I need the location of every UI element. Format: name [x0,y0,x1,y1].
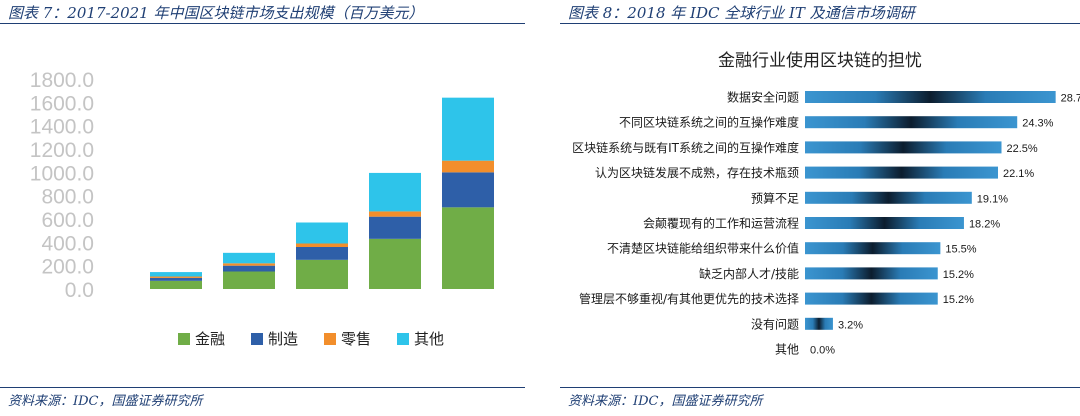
horizontal-bar-chart: 数据安全问题 28.7% 不同区块链系统之间的互操作难度 24.3% 区块链系统与既有I… [572,90,1080,357]
bar-segment [442,172,494,208]
value-label: 22.5% [1007,143,1038,155]
bottom-rule [560,387,1080,388]
y-tick-label: 1600.0 [30,92,94,115]
category-label: 认为区块链发展不成熟，存在技术瓶颈 [595,165,799,180]
bar-segment [150,277,202,281]
bottom-rule [0,387,525,388]
y-tick-label: 1800.0 [30,69,94,92]
source-note: 资料来源：IDC，国盛证券研究所 [8,394,203,409]
legend-item: 制造 [251,328,298,349]
category-label: 没有问题 [751,316,799,331]
left-panel: 图表 7：2017-2021 年中国区块链市场支出规模（百万美元） 0.0 200… [0,0,530,416]
right-panel: 图表 8：2018 年 IDC 全球行业 IT 及通信市场调研 金融行业使用区块… [560,0,1080,416]
category-label: 数据安全问题 [727,90,799,105]
value-label: 19.1% [977,193,1008,205]
y-tick-label: 0.0 [65,279,94,302]
value-label: 0.0% [810,345,835,357]
bar-segment [369,216,421,239]
category-label: 不清楚区块链能给组织带来什么价值 [607,241,799,256]
bar-segment [442,207,494,289]
bar [805,317,833,330]
value-label: 22.1% [1003,168,1034,180]
legend-label: 零售 [341,330,372,348]
y-tick-label: 1400.0 [30,116,94,139]
bar-segment [442,160,494,173]
y-tick-label: 200.0 [41,256,94,279]
bar-segment [296,247,348,260]
value-label: 24.3% [1022,118,1053,130]
bar [805,242,941,255]
legend-label: 金融 [195,330,226,348]
figure-7-title: 图表 7：2017-2021 年中国区块链市场支出规模（百万美元） [8,4,424,22]
top-rule [0,23,525,24]
value-label: 15.5% [945,244,976,256]
source-note: 资料来源：IDC，国盛证券研究所 [568,394,763,409]
bar-segment [296,222,348,244]
bar-segment [369,172,421,212]
chart-legend: 金融 制造 零售 其他 [178,328,444,349]
value-label: 3.2% [838,319,863,331]
category-label: 会颠覆现有的工作和运营流程 [643,216,799,231]
value-label: 18.2% [969,219,1000,231]
legend-label: 其他 [414,330,445,348]
y-tick-label: 600.0 [41,209,94,232]
bar [805,91,1056,103]
bar-segment [150,276,202,278]
bar-segment [223,252,275,264]
bar [805,141,1002,154]
bar-segment [223,271,275,289]
bar-segment [150,272,202,277]
value-label: 15.2% [943,269,974,281]
bar-segment [223,263,275,266]
value-label: 28.7% [1061,93,1080,105]
y-tick-label: 1000.0 [30,162,94,185]
bar [805,267,938,280]
legend-item: 其他 [397,328,444,349]
bar [805,116,1018,129]
bar-segment [369,238,421,289]
chart-title: 金融行业使用区块链的担忧 [718,51,922,70]
bar-segment [442,97,494,161]
category-label: 管理层不够重视/有其他更优先的技术选择 [579,291,799,306]
value-label: 15.2% [943,294,974,306]
figure-8-title: 图表 8：2018 年 IDC 全球行业 IT 及通信市场调研 [568,4,915,22]
y-tick-label: 1200.0 [30,139,94,162]
legend-label: 制造 [268,330,299,348]
bar-segment [369,211,421,217]
y-tick-label: 400.0 [41,232,94,255]
bar-segment [296,243,348,247]
legend-item: 零售 [324,328,371,349]
bar [805,292,938,305]
category-label: 预算不足 [751,190,799,205]
legend-item: 金融 [178,328,225,349]
legend-swatch [251,332,264,345]
top-rule [560,23,1080,24]
category-label: 其他 [775,343,799,357]
stacked-bar-chart: 0.0200.0400.0600.0800.01000.01200.01400.… [30,69,494,302]
bar-segment [223,265,275,272]
bar [805,166,999,179]
legend-swatch [397,332,410,345]
bar [805,191,972,204]
legend-swatch [178,332,190,345]
y-tick-label: 800.0 [41,186,94,209]
category-label: 缺乏内部人才/技能 [699,266,799,281]
category-label: 区块链系统与既有IT系统之间的互操作难度 [572,140,799,155]
category-label: 不同区块链系统之间的互操作难度 [619,115,799,130]
bar [805,217,964,229]
bar-segment [150,280,202,289]
bar-segment [296,259,348,289]
legend-swatch [324,332,337,345]
